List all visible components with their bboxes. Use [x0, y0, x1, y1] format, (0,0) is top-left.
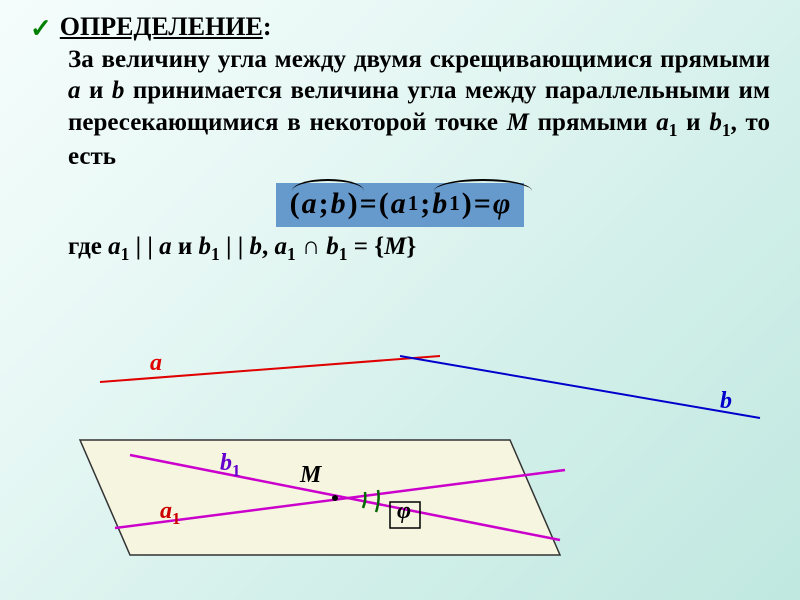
f-a1s: 1 [408, 191, 419, 216]
w-a1: a [108, 233, 121, 260]
heading: ОПРЕДЕЛЕНИЕ [60, 12, 263, 41]
w-p1: | | [129, 233, 159, 260]
w-p2: | | [220, 233, 250, 260]
check-icon: ✓ [30, 16, 52, 42]
definition-text: За величину угла между двумя скрещивающи… [30, 44, 770, 173]
f-rp1: ) [348, 187, 358, 221]
f-phi: φ [493, 187, 511, 221]
where-text: где a1 | | a и b1 | | b, a1 ∩ b1 = {M} [30, 233, 770, 265]
f-lp2: ( [379, 187, 389, 221]
def-part: и [81, 77, 112, 104]
f-eq1: = [360, 187, 377, 221]
w-cap: ∩ [296, 233, 326, 260]
arc-1 [292, 179, 364, 191]
f-b: b [331, 187, 346, 221]
heading-row: ✓ ОПРЕДЕЛЕНИЕ: [30, 12, 770, 42]
diagram-label-phi: φ [397, 498, 411, 525]
formula-box: (a; b) = (a1 ; b1) = φ [276, 183, 525, 227]
w-a1b: a [275, 233, 288, 260]
w-a1bs: 1 [287, 244, 296, 264]
def-b1-sub: 1 [722, 120, 731, 140]
def-b: b [112, 77, 125, 104]
def-part: За величину угла между двумя скрещивающи… [68, 46, 770, 73]
f-sep1: ; [319, 187, 329, 221]
w-b1: b [199, 233, 212, 260]
def-part: прямыми [529, 109, 656, 136]
f-rp2: ) [462, 187, 472, 221]
diagram-label-b: b [720, 388, 732, 415]
w-pre: где [68, 233, 108, 260]
f-a1: a [391, 187, 406, 221]
def-m: M [507, 109, 529, 136]
diagram-label-b1: b1 [220, 450, 240, 481]
formula-container: (a; b) = (a1 ; b1) = φ [30, 183, 770, 227]
def-part: и [677, 109, 709, 136]
def-b1: b [709, 109, 722, 136]
w-comma: , [262, 233, 275, 260]
w-b1b: b [326, 233, 339, 260]
w-b1s: 1 [211, 244, 220, 264]
diagram-svg [0, 340, 800, 600]
slide-content: ✓ ОПРЕДЕЛЕНИЕ: За величину угла между дв… [0, 0, 800, 265]
w-and: и [172, 233, 199, 260]
f-a: a [302, 187, 317, 221]
diagram: a b a1 b1 Mφ [0, 340, 800, 600]
def-a1: a [656, 109, 669, 136]
f-b1: b [432, 187, 447, 221]
w-a: a [159, 233, 172, 260]
f-lp1: ( [290, 187, 300, 221]
f-eq2: = [474, 187, 491, 221]
def-a: a [68, 77, 81, 104]
diagram-label-a: a [150, 350, 162, 377]
w-eqm: = { [348, 233, 385, 260]
w-b: b [250, 233, 263, 260]
heading-colon: : [263, 12, 272, 41]
diagram-label-a1: a1 [160, 498, 180, 529]
f-sep2: ; [420, 187, 430, 221]
arc-2 [434, 179, 532, 191]
w-b1bs: 1 [339, 244, 348, 264]
w-m: M [384, 233, 406, 260]
f-b1s: 1 [449, 191, 460, 216]
w-close: } [406, 233, 416, 260]
diagram-label-M: M [300, 462, 321, 489]
